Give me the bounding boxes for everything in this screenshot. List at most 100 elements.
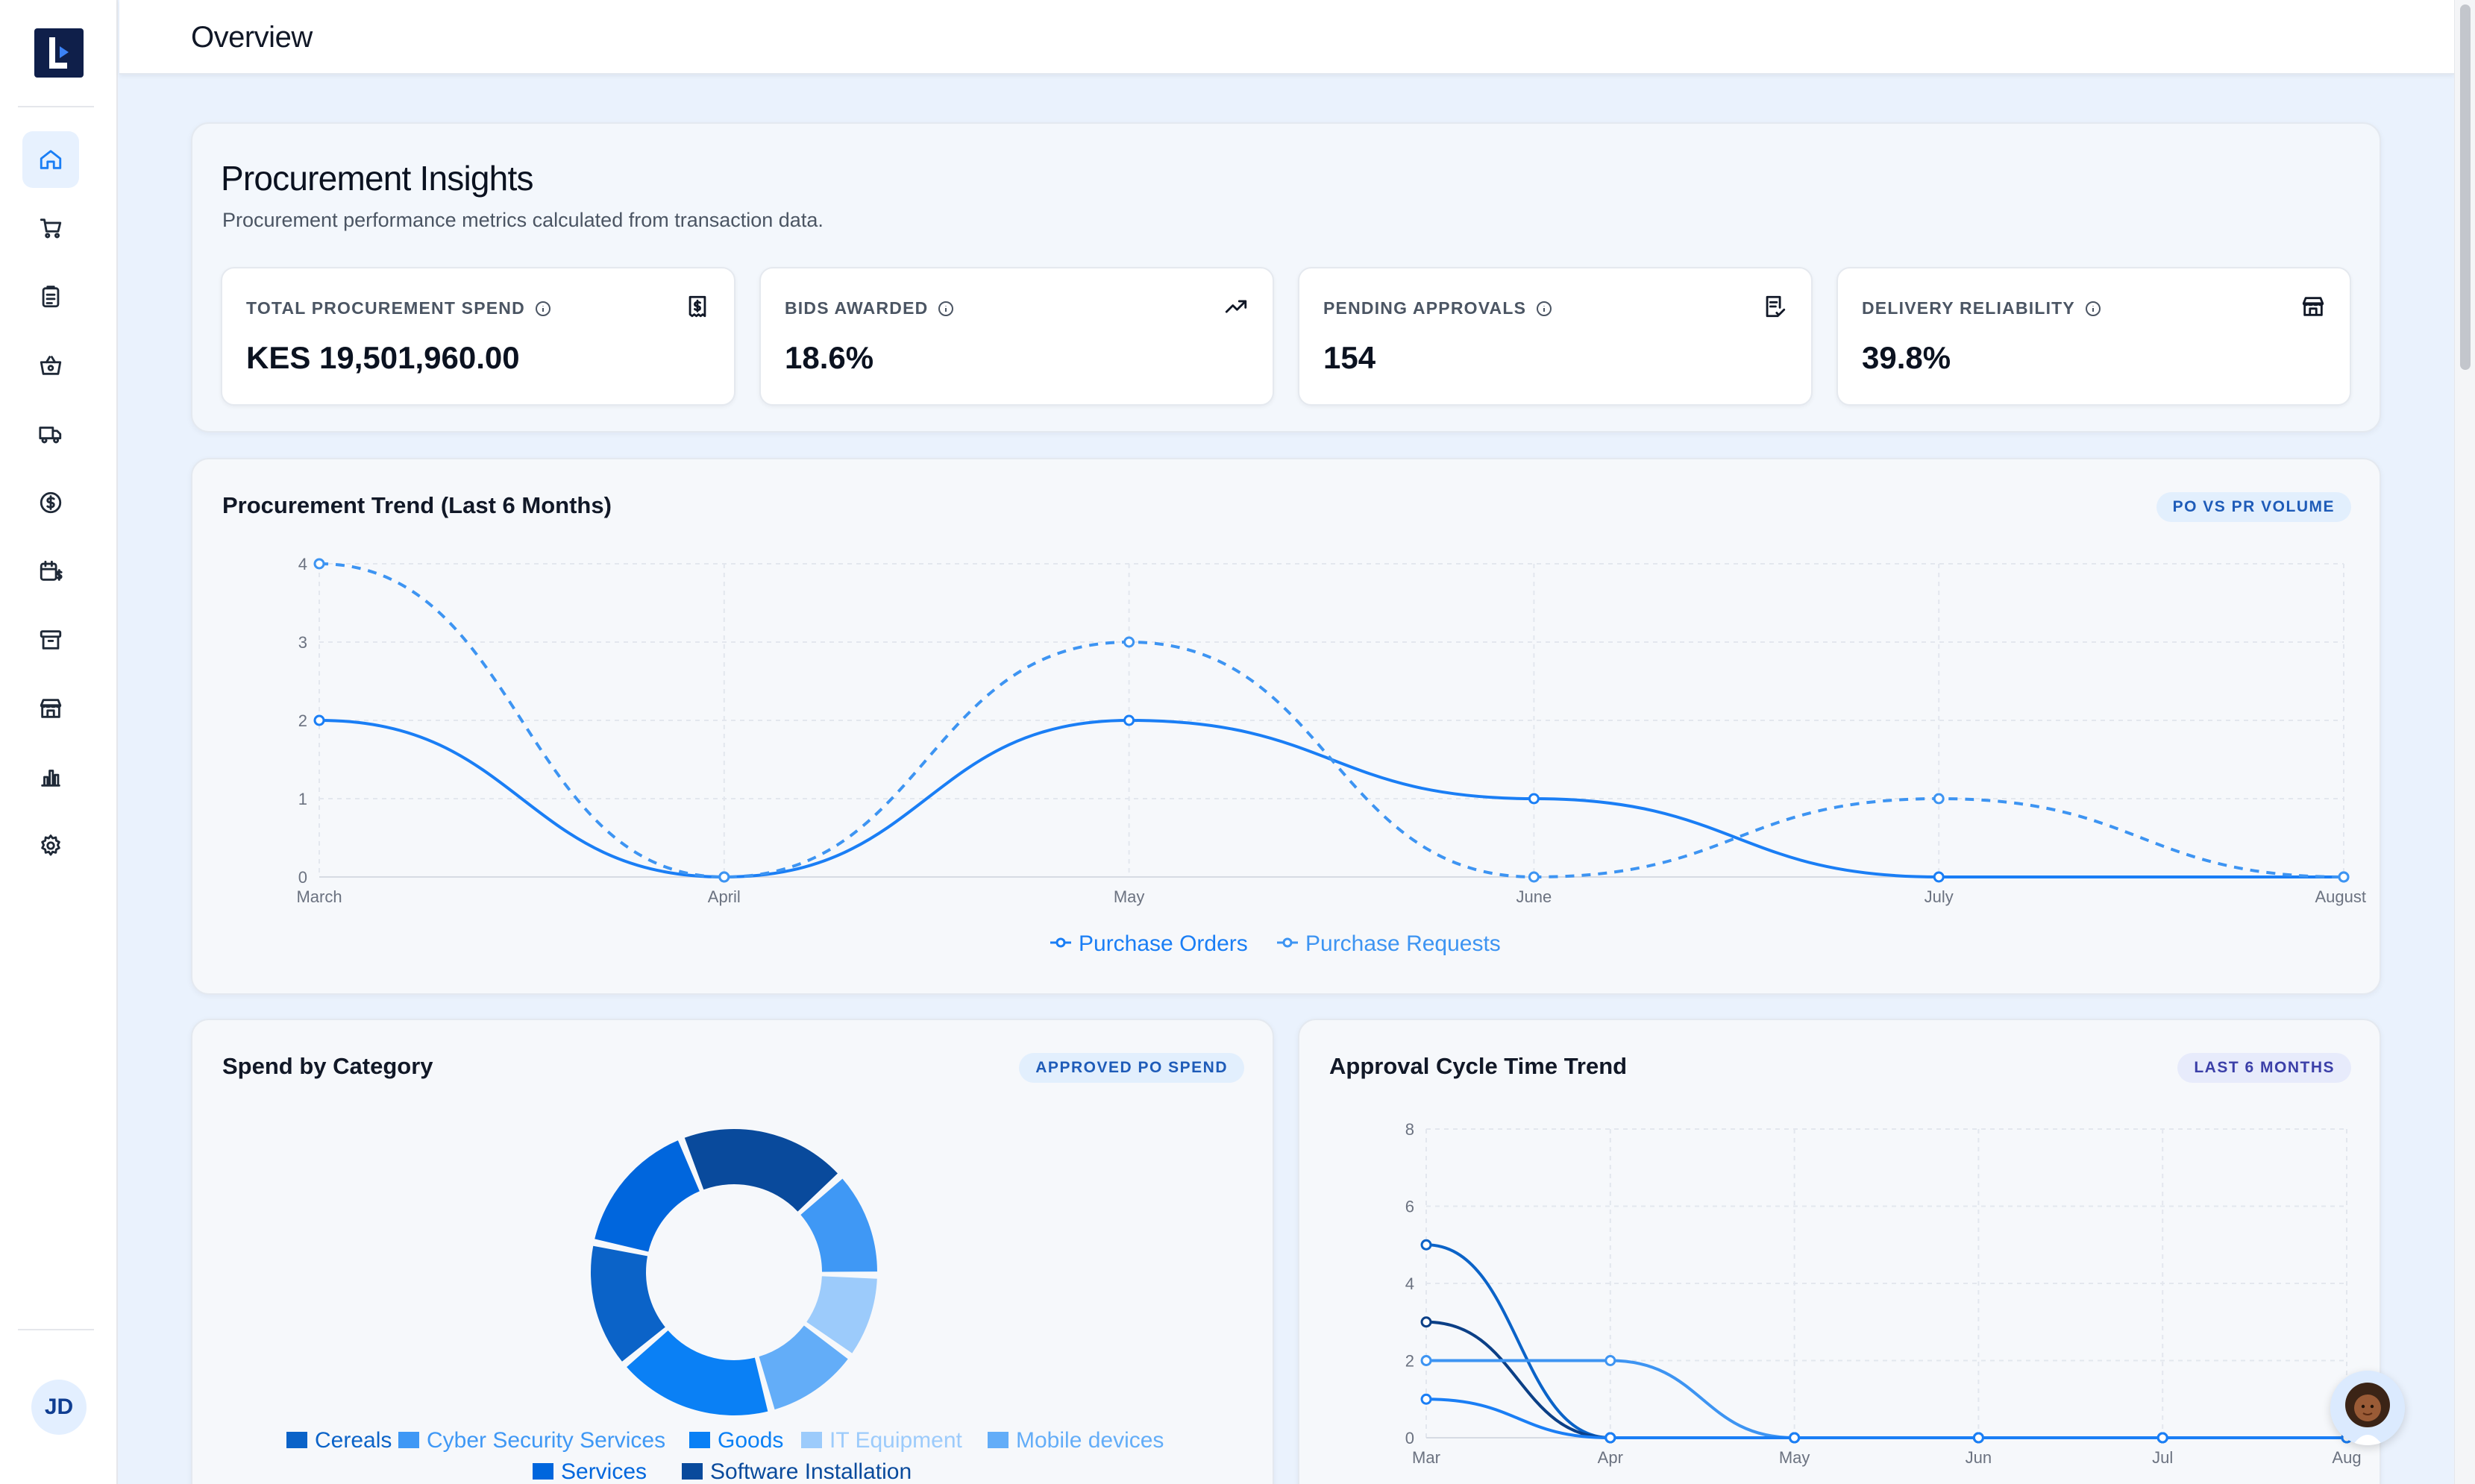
legend-swatch [533,1463,553,1480]
top-bar: Overview [119,0,2454,75]
sidebar-item-home[interactable] [22,131,79,188]
kpi-label: TOTAL PROCUREMENT SPEND [246,298,525,318]
cart-icon [40,218,62,239]
donut-slice [800,1178,877,1272]
x-tick-label: May [1114,887,1145,906]
kpi-pending-approvals: PENDING APPROVALS 154 [1298,267,1813,406]
kpi-value: 154 [1323,340,1376,375]
sidebar-item-suppliers[interactable] [22,680,79,737]
y-tick-label: 2 [298,711,307,730]
sidebar-item-payments[interactable] [22,474,79,531]
sidebar-item-cart[interactable] [22,200,79,257]
basket-icon [40,356,62,375]
x-tick-label: Jun [1966,1448,1992,1467]
data-point [2338,871,2350,883]
file-check-icon [1766,295,1786,318]
x-tick-label: Jul [2152,1448,2173,1467]
x-tick-label: July [1925,887,1954,906]
kpi-value: 39.8% [1862,340,1951,375]
legend-label: Services [561,1459,647,1484]
donut-slice [684,1129,838,1212]
receipt-dollar-icon [688,295,706,318]
data-point [1789,1432,1801,1444]
assistant-avatar-button[interactable] [2330,1371,2405,1445]
donut-slice [806,1276,877,1353]
series-line-1 [319,562,2344,879]
spend-title: Spend by Category [222,1053,433,1079]
x-tick-label: August [2315,887,2367,906]
data-point [1420,1316,1432,1328]
approval-title: Approval Cycle Time Trend [1329,1053,1628,1079]
sidebar-item-requisitions[interactable] [22,268,79,325]
spend-by-category-card: Spend by Category APPROVED PO SPEND Cere… [191,1019,1274,1484]
info-icon[interactable] [1535,300,1553,318]
assistant-avatar-icon [2330,1371,2405,1445]
sidebar-item-orders[interactable] [22,337,79,394]
scrollbar-thumb[interactable] [2460,4,2471,370]
donut-slice [595,1140,700,1252]
user-avatar[interactable]: JD [31,1380,87,1435]
legend-label: Cereals [315,1428,392,1453]
data-point [1528,871,1540,883]
calendar-dollar-icon [40,560,63,581]
approval-cycle-card: Approval Cycle Time Trend LAST 6 MONTHS … [1298,1019,2381,1484]
data-point [1604,1355,1616,1366]
legend-marker [1282,937,1293,948]
y-tick-label: 6 [1405,1198,1414,1216]
x-tick-label: June [1516,887,1552,906]
legend-swatch [682,1463,703,1480]
sidebar-divider [18,1329,94,1330]
trend-badge: PO VS PR VOLUME [2156,492,2351,522]
app-logo[interactable] [34,28,84,78]
archive-icon [40,630,62,650]
sidebar-item-budget-calendar[interactable] [22,543,79,600]
page-scrollbar[interactable] [2454,0,2475,1484]
insights-subtitle: Procurement performance metrics calculat… [222,209,824,231]
legend-label: Goods [718,1428,783,1453]
series-line-0 [319,718,2344,879]
data-point [2156,1432,2168,1444]
info-icon[interactable] [534,300,552,318]
data-point [313,558,325,570]
insights-title: Procurement Insights [221,159,533,198]
x-tick-label: Apr [1598,1448,1623,1467]
legend-label: Purchase Requests [1305,931,1501,956]
legend-swatch [398,1432,419,1448]
legend-label: Purchase Orders [1079,931,1248,956]
data-point [1604,1432,1616,1444]
info-icon[interactable] [2084,300,2102,318]
sidebar: JD [0,0,118,1484]
y-tick-label: 0 [1405,1429,1414,1447]
sidebar-divider [18,106,94,107]
info-icon[interactable] [937,300,955,318]
data-point [1123,636,1135,648]
spend-badge: APPROVED PO SPEND [1019,1053,1244,1083]
approval-badge: LAST 6 MONTHS [2177,1053,2351,1083]
legend-swatch [988,1432,1008,1448]
x-tick-label: Aug [2332,1448,2361,1467]
store-icon [2302,297,2324,316]
sidebar-item-deliveries[interactable] [22,406,79,462]
sidebar-item-settings[interactable] [22,817,79,874]
dollar-icon [40,491,62,514]
page-title: Overview [191,21,313,54]
sidebar-item-inventory[interactable] [22,611,79,668]
gear-icon [41,834,60,856]
kpi-bids-awarded: BIDS AWARDED 18.6% [759,267,1274,406]
spend-donut-chart: Cereals Cyber Security Services Goods IT Eq… [286,1129,1164,1484]
data-point [1972,1432,1984,1444]
sidebar-item-reports[interactable] [22,749,79,805]
kpi-label: DELIVERY RELIABILITY [1862,298,2075,318]
kpi-label: PENDING APPROVALS [1323,298,1527,318]
data-point [1420,1239,1432,1251]
data-point [1933,871,1945,883]
legend-swatch [286,1432,307,1448]
x-tick-label: March [296,887,342,906]
series-line-3 [1425,1397,2347,1439]
y-tick-label: 4 [1405,1274,1414,1293]
donut-slice [759,1325,848,1410]
procurement-insights-card: Procurement Insights Procurement perform… [191,122,2381,433]
clipboard-icon [42,286,60,308]
y-tick-label: 1 [298,790,307,808]
y-tick-label: 2 [1405,1352,1414,1371]
